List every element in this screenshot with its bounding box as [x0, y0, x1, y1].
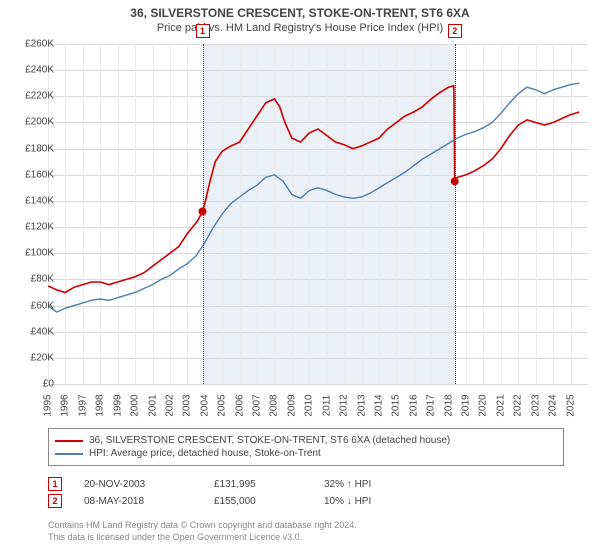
tx-marker-2: 2 [48, 494, 62, 508]
tx-delta-2: 10% ↓ HPI [324, 496, 434, 507]
x-tick-label: 2006 [234, 394, 245, 416]
series-line-hpi [48, 83, 579, 312]
legend-label-hpi: HPI: Average price, detached house, Stok… [89, 448, 321, 459]
legend-label-property: 36, SILVERSTONE CRESCENT, STOKE-ON-TRENT… [89, 435, 450, 446]
event-marker-2: 2 [448, 24, 462, 38]
y-tick-label: £20K [31, 352, 54, 363]
x-tick-label: 2009 [286, 394, 297, 416]
x-tick-label: 2013 [356, 394, 367, 416]
x-tick-label: 2002 [164, 394, 175, 416]
x-tick-label: 2014 [373, 394, 384, 416]
event-marker-1: 1 [196, 24, 210, 38]
y-tick-label: £0 [43, 379, 54, 390]
y-tick-label: £60K [31, 300, 54, 311]
x-tick-label: 1999 [112, 394, 123, 416]
x-tick-label: 2010 [304, 394, 315, 416]
line-series-svg [48, 44, 588, 384]
legend-item-hpi: HPI: Average price, detached house, Stok… [55, 448, 557, 459]
y-tick-label: £220K [25, 91, 54, 102]
x-tick-label: 2019 [461, 394, 472, 416]
x-tick-label: 2022 [513, 394, 524, 416]
x-tick-label: 2024 [548, 394, 559, 416]
table-row: 1 20-NOV-2003 £131,995 32% ↑ HPI [48, 477, 588, 491]
y-tick-label: £80K [31, 274, 54, 285]
x-tick-label: 2008 [269, 394, 280, 416]
x-tick-label: 2021 [495, 394, 506, 416]
y-tick-label: £120K [25, 222, 54, 233]
y-tick-label: £180K [25, 143, 54, 154]
attribution-line1: Contains HM Land Registry data © Crown c… [48, 520, 357, 532]
tx-date-2: 08-MAY-2018 [84, 496, 214, 507]
tx-price-2: £155,000 [214, 496, 324, 507]
x-tick-label: 1995 [43, 394, 54, 416]
x-tick-label: 2005 [217, 394, 228, 416]
x-tick-label: 1996 [60, 394, 71, 416]
x-tick-label: 2018 [443, 394, 454, 416]
legend-swatch-hpi [55, 453, 83, 455]
y-tick-label: £240K [25, 65, 54, 76]
x-tick-label: 2012 [339, 394, 350, 416]
tx-price-1: £131,995 [214, 479, 324, 490]
y-tick-label: £40K [31, 326, 54, 337]
x-tick-label: 1997 [77, 394, 88, 416]
chart-subtitle: Price paid vs. HM Land Registry's House … [0, 20, 600, 34]
x-tick-label: 2015 [391, 394, 402, 416]
x-tick-label: 1998 [95, 394, 106, 416]
legend-box: 36, SILVERSTONE CRESCENT, STOKE-ON-TRENT… [48, 428, 564, 466]
x-tick-label: 2011 [321, 395, 332, 417]
y-tick-label: £100K [25, 248, 54, 259]
y-tick-label: £200K [25, 117, 54, 128]
x-tick-label: 2003 [182, 394, 193, 416]
x-tick-label: 2016 [408, 394, 419, 416]
legend-swatch-property [55, 440, 83, 442]
attribution-text: Contains HM Land Registry data © Crown c… [48, 520, 357, 543]
y-tick-label: £140K [25, 195, 54, 206]
x-tick-label: 2020 [478, 394, 489, 416]
y-tick-label: £260K [25, 39, 54, 50]
x-tick-label: 2000 [130, 394, 141, 416]
attribution-line2: This data is licensed under the Open Gov… [48, 532, 357, 544]
chart-container: 36, SILVERSTONE CRESCENT, STOKE-ON-TRENT… [0, 0, 600, 560]
y-tick-label: £160K [25, 169, 54, 180]
x-tick-label: 2001 [147, 394, 158, 416]
x-tick-label: 2017 [426, 394, 437, 416]
chart-title: 36, SILVERSTONE CRESCENT, STOKE-ON-TRENT… [0, 0, 600, 20]
legend-item-property: 36, SILVERSTONE CRESCENT, STOKE-ON-TRENT… [55, 435, 557, 446]
transaction-table: 1 20-NOV-2003 £131,995 32% ↑ HPI 2 08-MA… [48, 474, 588, 511]
table-row: 2 08-MAY-2018 £155,000 10% ↓ HPI [48, 494, 588, 508]
plot-area: 12 [48, 44, 588, 384]
tx-marker-1: 1 [48, 477, 62, 491]
x-tick-label: 2004 [199, 394, 210, 416]
x-tick-label: 2007 [252, 394, 263, 416]
tx-delta-1: 32% ↑ HPI [324, 479, 434, 490]
tx-date-1: 20-NOV-2003 [84, 479, 214, 490]
x-tick-label: 2025 [565, 394, 576, 416]
x-tick-label: 2023 [530, 394, 541, 416]
